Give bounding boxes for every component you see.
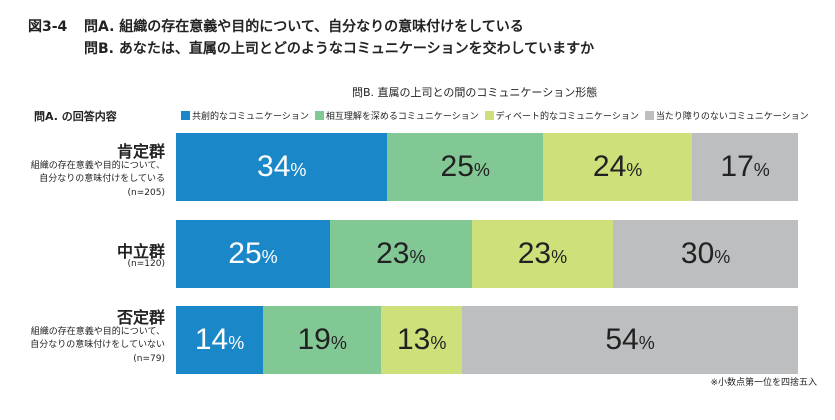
data-label: 25%	[441, 150, 490, 184]
data-label: 23%	[518, 237, 567, 271]
data-label-unit: %	[409, 247, 426, 267]
bar-segment: 25%	[176, 220, 330, 288]
data-label: 23%	[376, 237, 425, 271]
bar-segment: 14%	[176, 306, 264, 374]
group-n-positive: (n=205)	[127, 188, 165, 198]
data-label-value: 19	[297, 323, 331, 356]
legend: 共創的なコミュニケーション 相互理解を深めるコミュニケーション ディベート的なコ…	[181, 109, 809, 122]
bar-segment: 25%	[387, 133, 543, 201]
bar-segment: 17%	[692, 133, 798, 201]
legend-label: 相互理解を深めるコミュニケーション	[325, 112, 479, 122]
data-label-value: 24	[592, 150, 627, 183]
data-label-unit: %	[753, 160, 770, 180]
question-b-title: 問B. あなたは、直属の上司とどのようなコミュニケーションを交わしていますか	[84, 41, 595, 57]
question-a-title: 問A. 組織の存在意義や目的について、自分なりの意味付けをしている	[84, 19, 524, 35]
data-label-value: 25	[228, 237, 262, 270]
legend-swatch	[181, 111, 190, 120]
legend-swatch	[644, 111, 654, 120]
group-description-positive: 自分なりの意味付けをしている	[39, 174, 165, 184]
group-n-negative: (n=79)	[133, 354, 165, 364]
legend-item: ディベート的なコミュニケーション	[484, 109, 639, 122]
bar-row: 25% 23% 23% 30%	[176, 220, 798, 288]
data-label: 30%	[681, 237, 730, 271]
data-label: 24%	[593, 150, 642, 184]
group-description-negative: 組織の存在意義や目的について、	[30, 327, 165, 337]
data-label: 19%	[297, 323, 346, 357]
bar-row: 14% 19% 13% 54%	[176, 306, 798, 374]
data-label: 17%	[720, 150, 769, 184]
bar-segment: 24%	[542, 133, 693, 201]
data-label-unit: %	[330, 333, 347, 353]
bar-segment: 23%	[329, 220, 472, 288]
group-n-neutral: (n=120)	[127, 259, 165, 269]
row-axis-label: 問A. の回答内容	[34, 110, 117, 123]
data-label-unit: %	[473, 160, 490, 180]
data-label-unit: %	[551, 247, 568, 267]
bar-segment: 30%	[613, 220, 798, 288]
group-description-positive: 組織の存在意義や目的について、	[30, 161, 165, 171]
bar-segment: 23%	[471, 220, 614, 288]
group-description-negative: 自分なりの意味付けをしていない	[30, 340, 165, 350]
data-label: 25%	[228, 237, 277, 271]
data-label-unit: %	[228, 333, 245, 353]
data-label-value: 54	[605, 323, 639, 356]
data-label-value: 25	[440, 150, 474, 183]
legend-swatch	[314, 111, 324, 120]
group-label-neutral: 中立群	[116, 242, 165, 261]
bar-segment: 13%	[381, 306, 463, 374]
data-label-unit: %	[714, 247, 731, 267]
data-label: 54%	[605, 323, 654, 357]
data-label: 34%	[257, 150, 306, 184]
legend-item: 共創的なコミュニケーション	[181, 109, 309, 122]
data-label: 14%	[195, 323, 244, 357]
data-label-unit: %	[638, 333, 655, 353]
data-label-unit: %	[430, 333, 447, 353]
group-label-positive: 肯定群	[116, 142, 165, 161]
legend-item: 当たり障りのないコミュニケーション	[644, 109, 809, 122]
data-label-value: 23	[517, 237, 552, 270]
data-label-unit: %	[290, 160, 307, 180]
data-label-value: 14	[194, 323, 229, 356]
figure-number: 図3-4	[28, 19, 68, 35]
legend-item: 相互理解を深めるコミュニケーション	[314, 109, 479, 122]
legend-label: 共創的なコミュニケーション	[192, 112, 309, 122]
group-label-negative: 否定群	[116, 308, 165, 327]
data-label-value: 30	[680, 237, 715, 270]
footnote: ※小数点第一位を四捨五入	[710, 378, 817, 388]
data-label-value: 17	[720, 150, 754, 183]
data-label-value: 13	[396, 323, 431, 356]
bar-segment: 34%	[176, 133, 388, 201]
chart-title: 問B. 直属の上司との間のコミュニケーション形態	[352, 86, 598, 99]
legend-label: ディベート的なコミュニケーション	[495, 112, 639, 122]
data-label: 13%	[397, 323, 446, 357]
data-label-value: 34	[257, 150, 291, 183]
legend-label: 当たり障りのないコミュニケーション	[655, 112, 809, 122]
bar-segment: 54%	[462, 306, 798, 374]
data-label-unit: %	[626, 160, 643, 180]
data-label-value: 23	[376, 237, 410, 270]
data-label-unit: %	[261, 247, 278, 267]
legend-swatch	[484, 111, 494, 120]
bar-row: 34% 25% 24% 17%	[176, 133, 798, 201]
bar-segment: 19%	[263, 306, 382, 374]
